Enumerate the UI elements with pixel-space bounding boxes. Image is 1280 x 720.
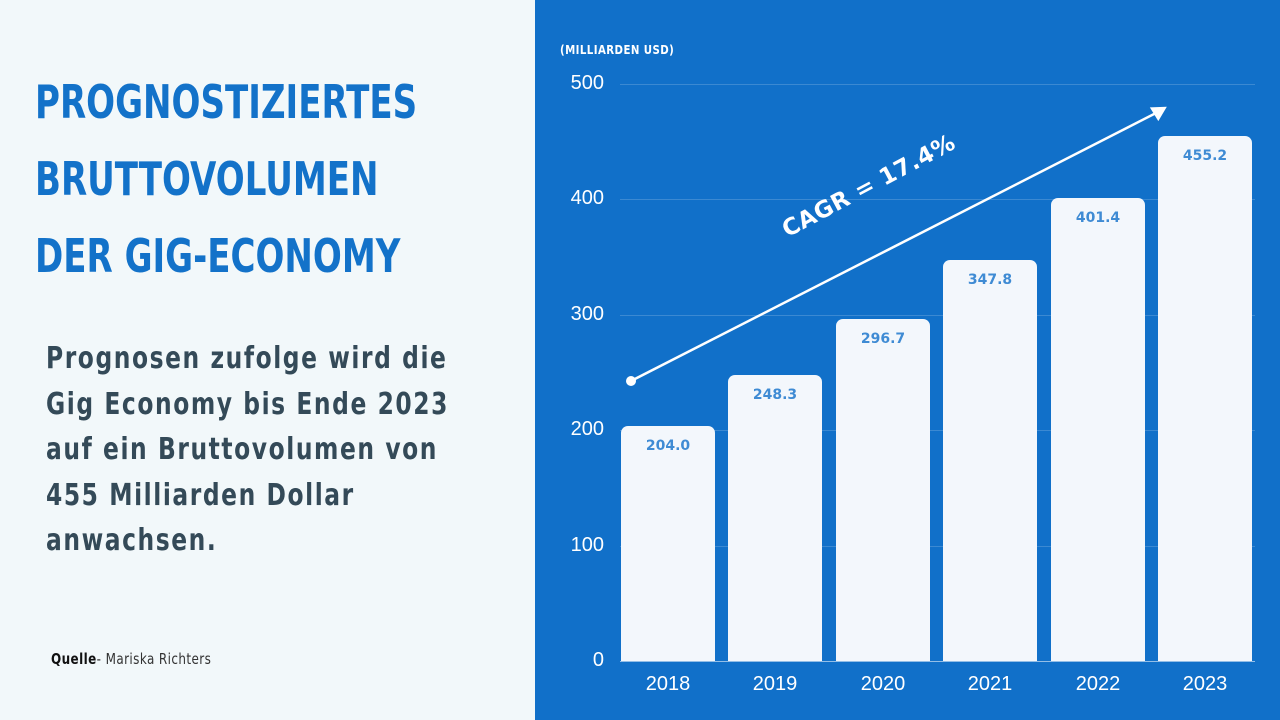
bar-2020[interactable]: 296.7 bbox=[836, 319, 930, 661]
bar-2023[interactable]: 455.2 bbox=[1158, 136, 1252, 661]
bar-value-2018: 204.0 bbox=[645, 438, 691, 454]
source-author: - Mariska Richters bbox=[96, 650, 212, 668]
bar-value-2022: 401.4 bbox=[1075, 210, 1121, 226]
page-title: PROGNOSTIZIERTES BRUTTOVOLUMEN DER GIG-E… bbox=[35, 64, 418, 295]
y-tick-500: 500 bbox=[570, 72, 604, 94]
source-label: Quelle bbox=[51, 650, 97, 668]
title-line-1: PROGNOSTIZIERTES bbox=[35, 75, 418, 129]
y-tick-400: 400 bbox=[570, 187, 604, 209]
description-line-5: anwachsen. bbox=[46, 523, 218, 558]
bar-2018[interactable]: 204.0 bbox=[621, 426, 715, 661]
gridline-100 bbox=[620, 546, 1255, 547]
y-axis-unit-label: (MILLIARDEN USD) bbox=[560, 43, 675, 57]
description-line-2: Gig Economy bis Ende 2023 bbox=[46, 386, 449, 422]
x-tick-2023: 2023 bbox=[1182, 673, 1228, 695]
description-line-3: auf ein Bruttovolumen von bbox=[46, 432, 439, 467]
x-tick-2022: 2022 bbox=[1075, 673, 1121, 695]
title-line-3: DER GIG-ECONOMY bbox=[35, 229, 401, 283]
x-axis-baseline bbox=[620, 661, 1255, 662]
bar-value-2020: 296.7 bbox=[860, 331, 906, 347]
bar-value-2021: 347.8 bbox=[967, 272, 1013, 288]
gridline-200 bbox=[620, 430, 1255, 431]
description-line-4: 455 Milliarden Dollar bbox=[46, 477, 355, 513]
x-tick-2018: 2018 bbox=[645, 673, 691, 695]
description-text: Prognosen zufolge wird die Gig Economy b… bbox=[46, 336, 449, 564]
x-tick-2021: 2021 bbox=[967, 673, 1013, 695]
left-panel: PROGNOSTIZIERTES BRUTTOVOLUMEN DER GIG-E… bbox=[0, 0, 535, 720]
y-tick-0: 0 bbox=[592, 649, 604, 671]
bar-2022[interactable]: 401.4 bbox=[1051, 198, 1145, 661]
bar-2019[interactable]: 248.3 bbox=[728, 375, 822, 661]
bar-value-2023: 455.2 bbox=[1182, 148, 1228, 164]
bar-2021[interactable]: 347.8 bbox=[943, 260, 1037, 661]
description-line-1: Prognosen zufolge wird die bbox=[46, 341, 448, 376]
y-tick-300: 300 bbox=[570, 303, 604, 325]
x-tick-2020: 2020 bbox=[860, 673, 906, 695]
source-credit: Quelle- Mariska Richters bbox=[51, 650, 211, 668]
x-tick-2019: 2019 bbox=[752, 673, 798, 695]
y-tick-200: 200 bbox=[570, 418, 604, 440]
bar-value-2019: 248.3 bbox=[752, 387, 798, 403]
title-line-2: BRUTTOVOLUMEN bbox=[35, 152, 379, 206]
y-tick-100: 100 bbox=[570, 534, 604, 556]
gridline-500 bbox=[620, 84, 1255, 85]
